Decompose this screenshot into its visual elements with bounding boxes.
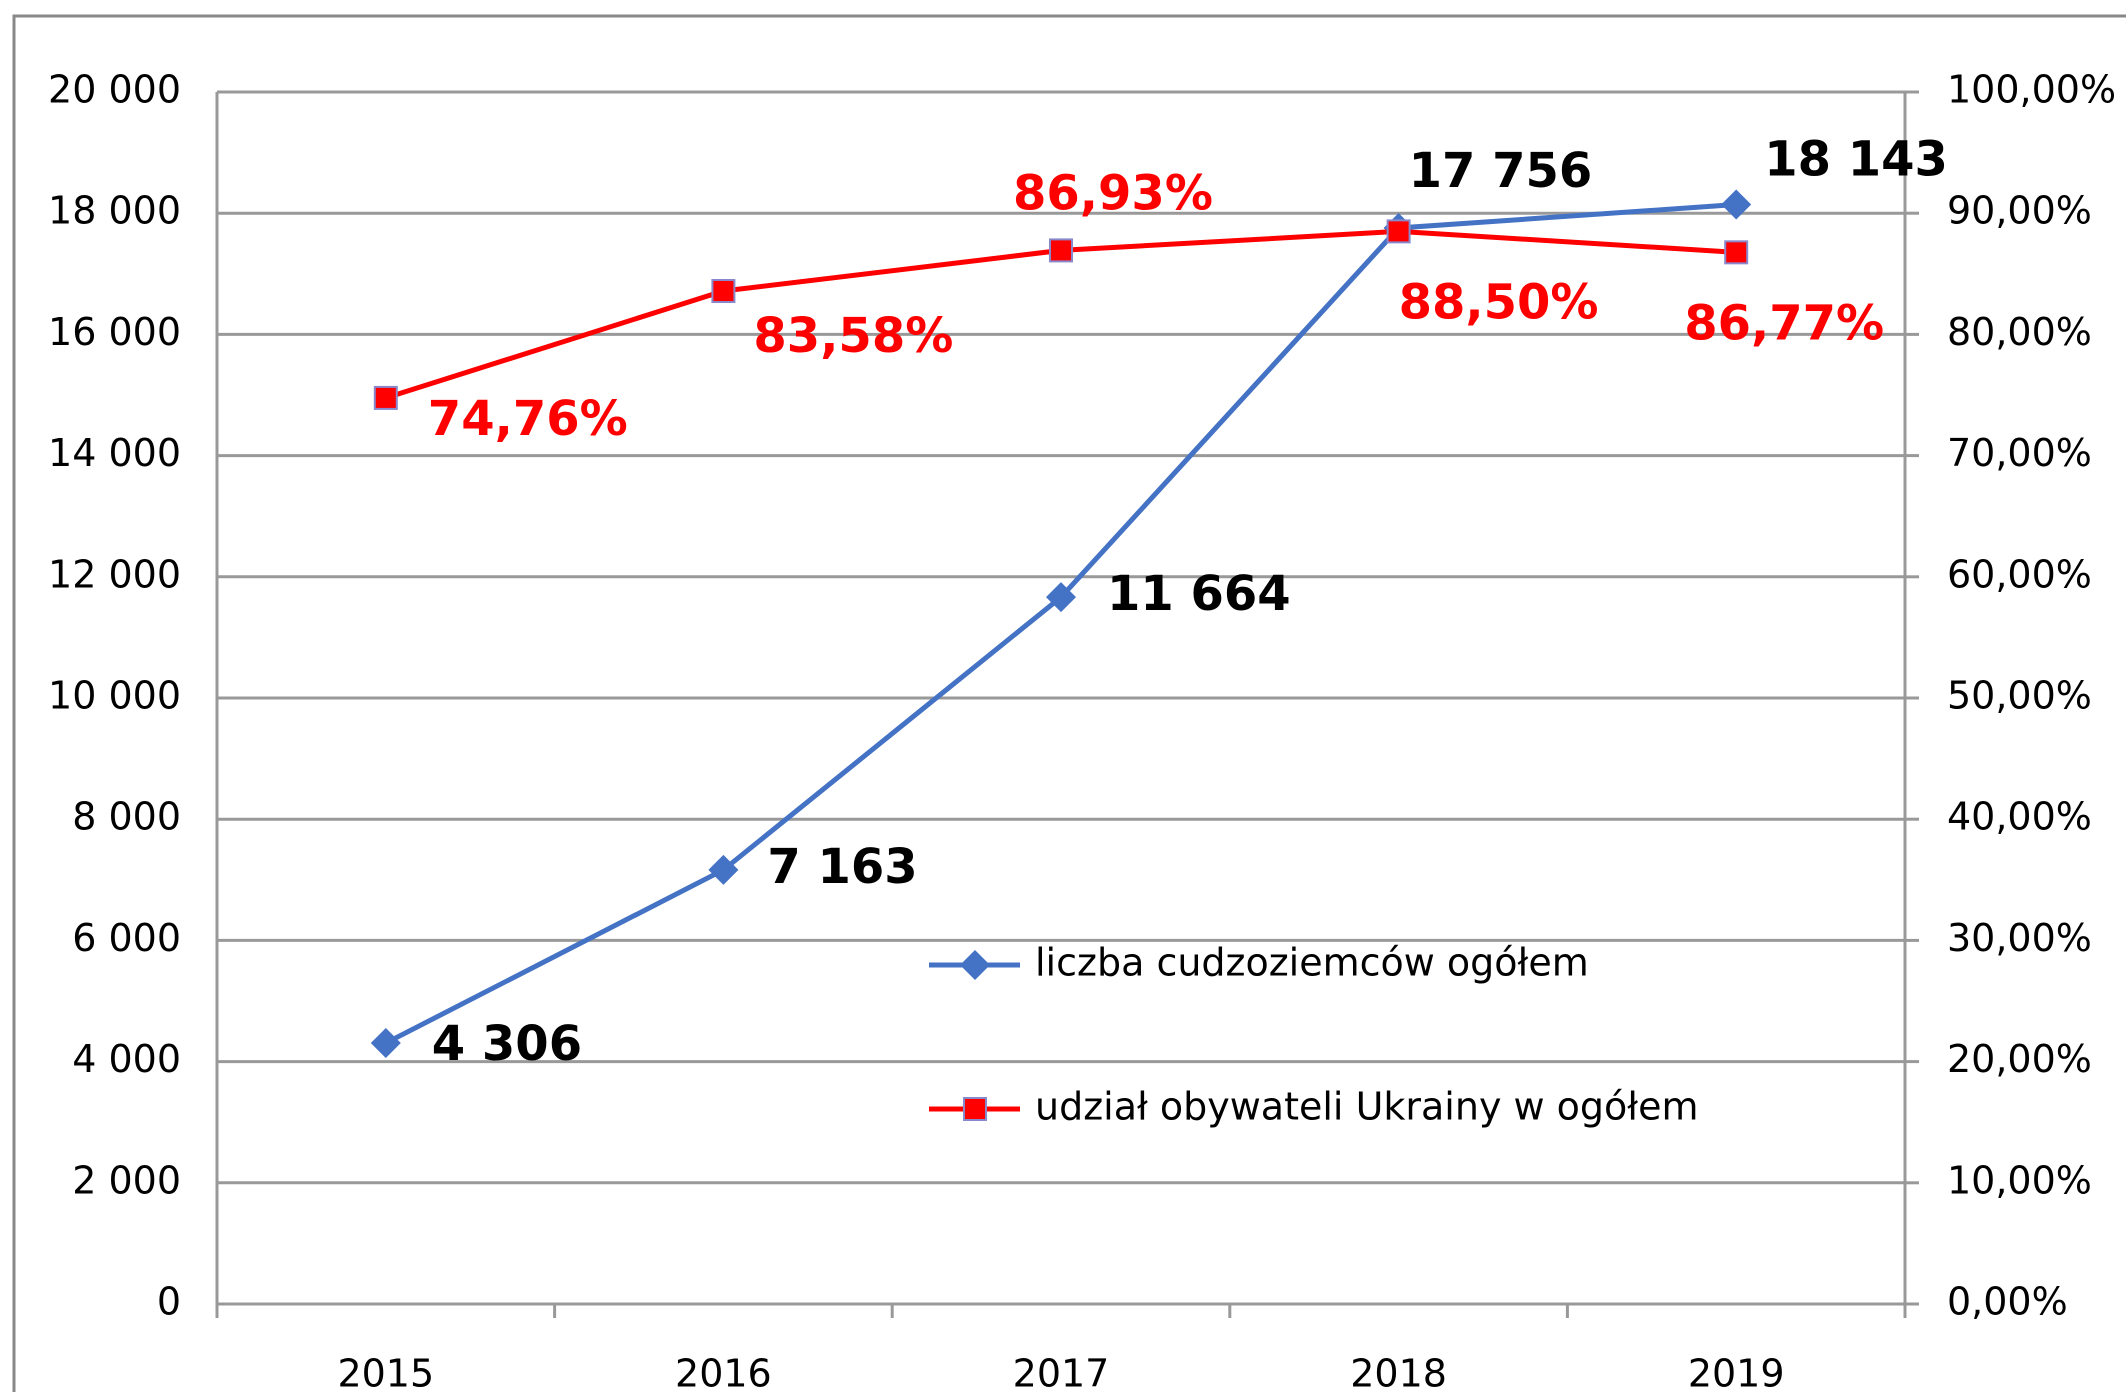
y-tick-label: 16 000 bbox=[48, 310, 181, 354]
point-marker bbox=[1046, 582, 1076, 613]
y2-tick-label: 0,00% bbox=[1947, 1280, 2068, 1324]
point-marker bbox=[1724, 240, 1749, 265]
y2-tick-label: 90,00% bbox=[1947, 189, 2092, 233]
y-tick-label: 6 000 bbox=[72, 916, 181, 960]
y-tick-label: 18 000 bbox=[48, 189, 181, 233]
point-marker bbox=[711, 279, 736, 304]
x-tick-label: 2015 bbox=[337, 1352, 434, 1392]
legend-marker bbox=[960, 950, 990, 980]
legend-marker bbox=[963, 1097, 987, 1121]
legend-label: udział obywateli Ukrainy w ogółem bbox=[1035, 1085, 1698, 1129]
point-marker bbox=[370, 1028, 401, 1059]
y-tick-label: 2 000 bbox=[72, 1158, 181, 1202]
data-label: 74,76% bbox=[428, 391, 628, 447]
y-tick-label: 10 000 bbox=[48, 674, 181, 718]
point-marker bbox=[1721, 189, 1752, 220]
point-marker bbox=[373, 385, 398, 410]
point-marker bbox=[1386, 219, 1411, 244]
chart-frame bbox=[12, 14, 2126, 1392]
y-tick-label: 8 000 bbox=[72, 795, 181, 839]
data-label: 18 143 bbox=[1764, 132, 1948, 188]
point-marker bbox=[1049, 238, 1073, 263]
y2-tick-label: 80,00% bbox=[1947, 310, 2092, 354]
data-label: 83,58% bbox=[753, 308, 953, 364]
data-label: 17 756 bbox=[1409, 143, 1593, 199]
x-tick-label: 2019 bbox=[1688, 1352, 1785, 1392]
x-tick-label: 2018 bbox=[1350, 1352, 1447, 1392]
data-label: 11 664 bbox=[1107, 566, 1291, 622]
y-tick-label: 4 000 bbox=[72, 1037, 181, 1081]
data-label: 4 306 bbox=[432, 1016, 582, 1072]
y2-tick-label: 10,00% bbox=[1947, 1158, 2092, 1202]
y-tick-label: 14 000 bbox=[48, 431, 181, 475]
point-marker bbox=[708, 854, 739, 885]
y-tick-label: 12 000 bbox=[48, 552, 181, 596]
data-label: 86,93% bbox=[1013, 165, 1213, 221]
y2-tick-label: 70,00% bbox=[1947, 431, 2092, 475]
data-label: 88,50% bbox=[1399, 274, 1599, 330]
y2-tick-label: 40,00% bbox=[1947, 795, 2092, 839]
data-label: 7 163 bbox=[767, 839, 917, 895]
y2-tick-label: 50,00% bbox=[1947, 674, 2092, 718]
legend-label: liczba cudzoziemców ogółem bbox=[1035, 941, 1589, 985]
data-label: 86,77% bbox=[1684, 295, 1884, 351]
y-tick-label: 20 000 bbox=[48, 68, 181, 112]
y2-tick-label: 60,00% bbox=[1947, 552, 2092, 596]
x-tick-label: 2016 bbox=[675, 1352, 772, 1392]
y2-tick-label: 30,00% bbox=[1947, 916, 2092, 960]
y2-tick-label: 20,00% bbox=[1947, 1037, 2092, 1081]
x-tick-label: 2017 bbox=[1013, 1352, 1110, 1392]
y2-tick-label: 100,00% bbox=[1947, 68, 2116, 112]
y-tick-label: 0 bbox=[157, 1280, 181, 1324]
